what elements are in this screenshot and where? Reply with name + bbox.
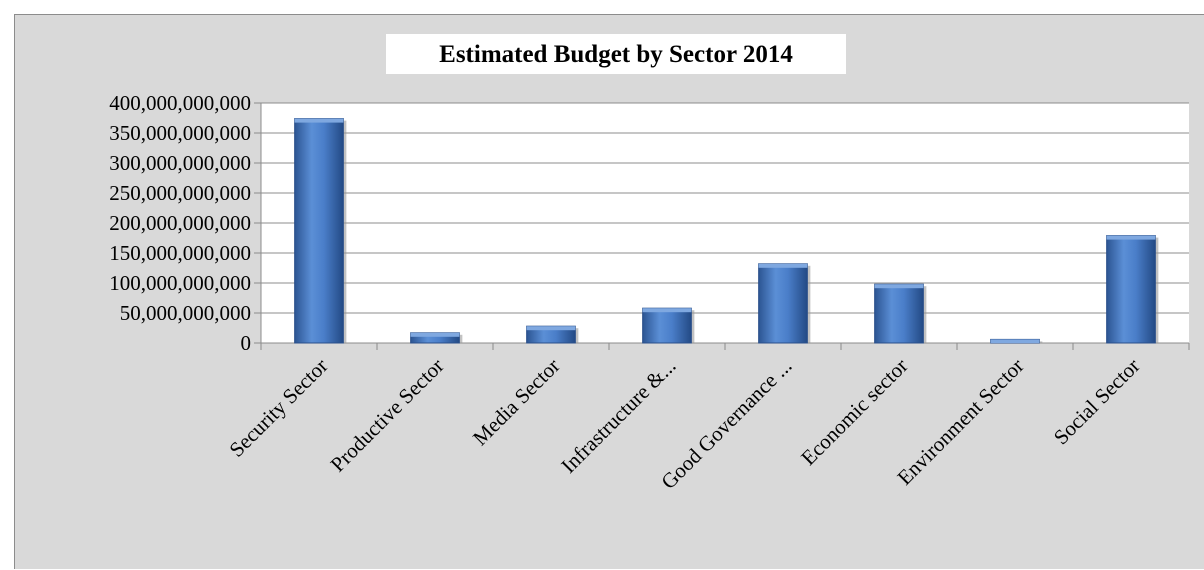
bar-5	[758, 263, 808, 344]
x-category-label: Economic sector	[796, 354, 912, 470]
bar-top-highlight	[642, 308, 692, 313]
y-tick-label: 250,000,000,000	[109, 181, 251, 205]
y-tick-label: 350,000,000,000	[109, 121, 251, 145]
bar-chart: Estimated Budget by Sector 2014 0 50,000,…	[109, 34, 1190, 494]
y-tick-label: 150,000,000,000	[109, 241, 251, 265]
bar-1	[294, 118, 344, 344]
bar-8	[1106, 235, 1156, 344]
y-tick-label: 50,000,000,000	[120, 301, 251, 325]
y-tick-label: 0	[241, 331, 252, 355]
x-category-label: Productive Sector	[326, 354, 449, 477]
x-category-label: Good Governance ...	[656, 354, 796, 494]
x-category-label: Environment Sector	[892, 354, 1028, 490]
bar-4	[642, 307, 692, 344]
y-tick-label: 300,000,000,000	[109, 151, 251, 175]
chart-title-box: Estimated Budget by Sector 2014	[386, 34, 846, 74]
x-category-label: Infrastructure &...	[556, 354, 680, 478]
bar-top-highlight	[874, 284, 924, 289]
bar-top-highlight	[758, 263, 808, 268]
x-category-label: Media Sector	[468, 354, 565, 451]
x-category-label: Security Sector	[224, 354, 332, 462]
bar-6	[874, 283, 924, 344]
bar-top-highlight	[294, 118, 344, 123]
bar-top-highlight	[990, 339, 1040, 343]
chart-frame: Estimated Budget by Sector 2014 0 50,000,…	[14, 14, 1204, 569]
y-tick-label: 200,000,000,000	[109, 211, 251, 235]
y-tick-label: 400,000,000,000	[109, 91, 251, 115]
bar-top-highlight	[526, 326, 576, 331]
bar-top-highlight	[410, 332, 460, 337]
bar-top-highlight	[1106, 235, 1156, 240]
y-tick-label: 100,000,000,000	[109, 271, 251, 295]
chart-title: Estimated Budget by Sector 2014	[439, 41, 793, 68]
x-category-label: Social Sector	[1049, 354, 1145, 450]
